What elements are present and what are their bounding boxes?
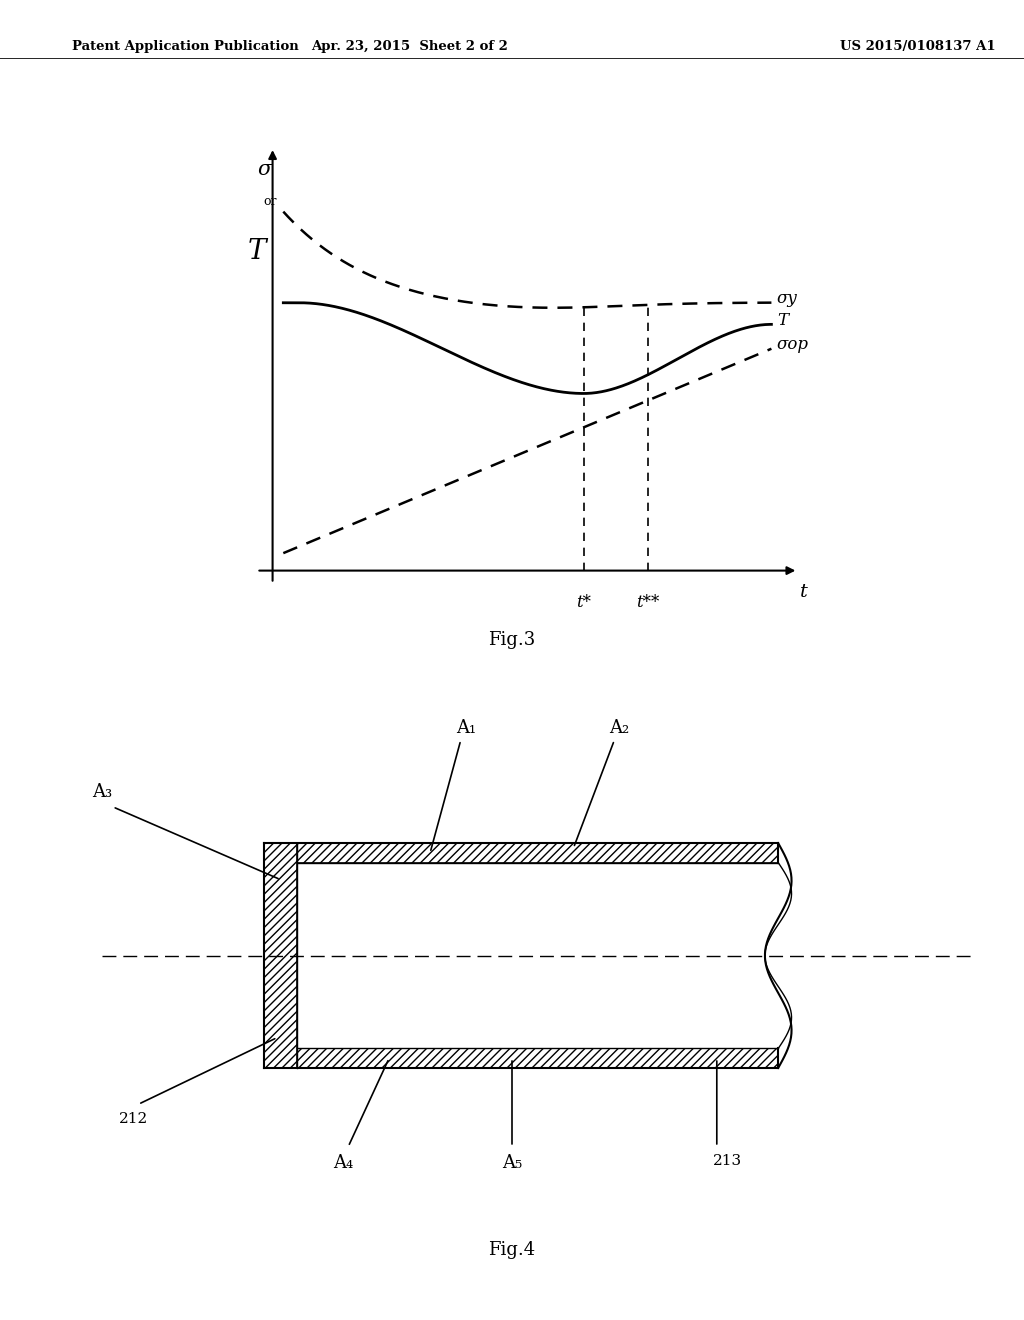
- Text: Patent Application Publication: Patent Application Publication: [72, 40, 298, 53]
- Text: 213: 213: [713, 1154, 741, 1168]
- Text: T: T: [247, 238, 266, 265]
- Bar: [264, 843, 297, 1068]
- Text: t: t: [800, 583, 808, 601]
- Bar: [297, 843, 778, 863]
- Text: Fig.3: Fig.3: [488, 631, 536, 649]
- Text: A₃: A₃: [92, 783, 113, 801]
- Text: A₅: A₅: [502, 1154, 522, 1172]
- Text: 212: 212: [119, 1111, 147, 1126]
- Text: σ: σ: [257, 160, 271, 180]
- Text: A₂: A₂: [609, 719, 630, 737]
- Text: A₄: A₄: [333, 1154, 353, 1172]
- Text: T: T: [777, 312, 787, 329]
- Text: t*: t*: [577, 594, 591, 611]
- Text: A₁: A₁: [456, 719, 476, 737]
- Text: σy: σy: [777, 290, 798, 306]
- Text: t**: t**: [636, 594, 659, 611]
- Text: Apr. 23, 2015  Sheet 2 of 2: Apr. 23, 2015 Sheet 2 of 2: [311, 40, 508, 53]
- Text: or: or: [263, 195, 276, 207]
- Bar: [297, 1048, 778, 1068]
- Text: Fig.4: Fig.4: [488, 1241, 536, 1259]
- Text: σop: σop: [777, 335, 809, 352]
- Bar: [297, 863, 778, 1048]
- Text: US 2015/0108137 A1: US 2015/0108137 A1: [840, 40, 995, 53]
